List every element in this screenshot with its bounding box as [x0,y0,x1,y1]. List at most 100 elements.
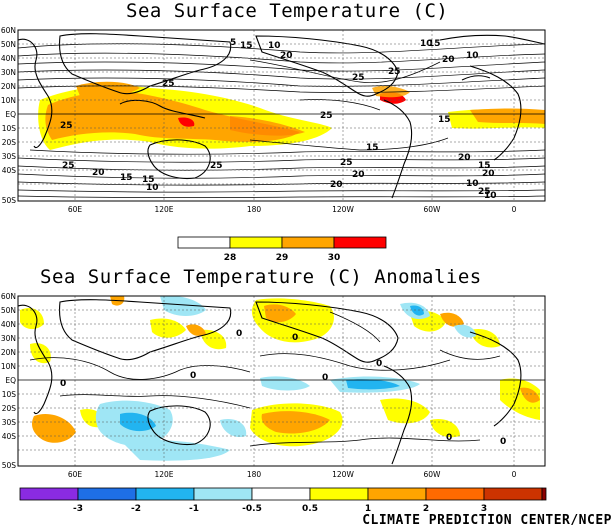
contour-label: 20 [280,51,293,61]
anom-colorbar-label: 3 [481,504,487,514]
coastlines [18,33,545,199]
lon-label: 120W [332,205,354,214]
lon-label: 180 [247,205,262,214]
mid-pacific-orange [230,116,305,136]
lat-label: 20S [2,404,17,413]
anom-colorbar-label: -1 [189,504,199,514]
anom-colorbar-label: -0.5 [242,504,262,514]
contour-label: 20 [442,55,455,65]
pacific-red [178,117,195,127]
lon-label: 60E [68,470,83,479]
contour-label: 20 [482,169,495,179]
contour-label: 0 [190,371,196,381]
contour-label: 0 [500,437,506,447]
atlantic-orange [470,108,545,124]
anom-bin [19,487,79,501]
lat-label: 40N [1,54,16,63]
anom-colorbar-label: -3 [73,504,83,514]
credit-text: CLIMATE PREDICTION CENTER/NCEP [362,513,612,528]
bottom-map-frame [17,295,546,467]
lat-label: 10S [2,124,17,133]
lat-label: 60N [1,292,16,301]
lat-label: 30S [2,418,17,427]
contour-label: 20 [352,170,365,180]
lon-label: 60W [424,470,442,479]
lon-label: 60E [68,205,83,214]
contour-label: 20 [92,168,105,178]
lat-label: 20N [1,82,16,91]
lon-label: 0 [512,205,517,214]
contour-label: 25 [62,161,75,171]
anom-bin [77,487,137,501]
contour-label: 10 [146,183,159,193]
contour-label: 0 [322,373,328,383]
contour-label: 25 [210,161,223,171]
contour-label: 20 [458,153,471,163]
anom-bin [483,487,543,501]
sst-colorbar: 28 29 30 [177,236,387,263]
lat-label: 30S [2,152,17,161]
lat-label: 20N [1,348,16,357]
top-lat-labels: 60N 50N 40N 30N 20N 10N EQ 10S 20S 30S 4… [1,26,16,205]
contour-label: 25 [320,111,333,121]
contour-label: 25 [340,158,353,168]
contour-label: 10 [268,41,281,51]
anom-colorbar-label: 0.5 [302,504,318,514]
contour-label: 15 [478,161,491,171]
anom-bin [367,487,427,501]
lat-label: 10N [1,362,16,371]
contour-label: 5 [230,38,236,48]
top-lon-labels: 60E 120E 180 120W 60W 0 [68,205,517,214]
lat-label: 50N [1,306,16,315]
lat-label: 10S [2,390,17,399]
contour-label: 15 [366,143,379,153]
contour-label: 10 [466,179,479,189]
bottom-lat-labels: 60N 50N 40N 30N 20N 10N EQ 10S 20S 30S 4… [1,292,16,470]
anom-bin [251,487,311,501]
lat-label: 50S [2,461,17,470]
anom-bin [541,487,547,501]
contour-label: 15 [240,41,253,51]
anom-bin [135,487,195,501]
lat-label: EQ [5,376,16,385]
lon-label: 120W [332,470,354,479]
lat-label: 40S [2,432,17,441]
bottom-lon-labels: 60E 120E 180 120W 60W 0 [68,470,517,479]
contour-label: 25 [352,73,365,83]
contour-label: 0 [60,379,66,389]
anom-colorbar-label: 2 [423,504,429,514]
top-map-frame [17,29,546,202]
anom-colorbar: -3 -2 -1 -0.5 0.5 1 2 3 [19,487,547,514]
contour-label: 25 [478,187,491,197]
contour-label: 0 [376,359,382,369]
sst-bin [281,236,335,249]
contour-label: 15 [438,115,451,125]
contour-label: 0 [446,433,452,443]
anom-bin [309,487,369,501]
lon-label: 120E [154,205,173,214]
lat-label: 10N [1,96,16,105]
contour-label: 25 [162,79,175,89]
lat-label: 30N [1,68,16,77]
anom-gridlines [18,296,545,466]
lat-label: 40S [2,166,17,175]
anom-bin [425,487,485,501]
lat-label: 30N [1,334,16,343]
isotherms [18,43,545,199]
sst-colorbar-label: 29 [276,253,289,263]
sst-field: 25 25 20 15 10 5 10 15 20 25 15 20 25 25… [18,30,545,201]
contour-label: 15 [120,173,133,183]
contour-label: 0 [236,329,242,339]
lat-label: 60N [1,26,16,35]
lat-label: 50N [1,40,16,49]
contour-label: 15 [142,175,155,185]
contour-label: 10 [466,51,479,61]
anom-colorbar-label: 1 [365,504,371,514]
top-title: Sea Surface Temperature (C) [126,0,449,22]
lon-label: 60W [424,205,442,214]
anom-positive-strong [32,296,540,443]
anom-coastlines [18,299,522,465]
lat-label: 40N [1,320,16,329]
lon-label: 0 [512,470,517,479]
